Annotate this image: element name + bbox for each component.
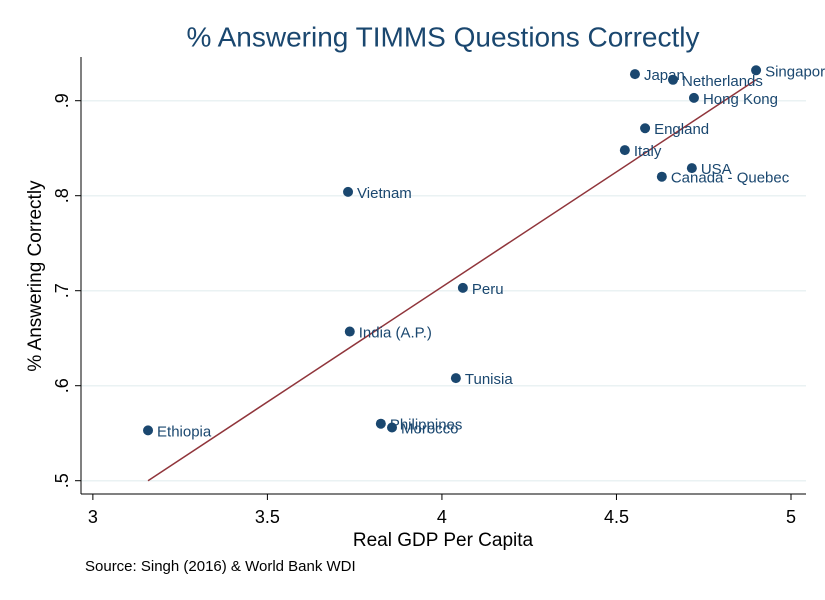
point-label: Canada - Quebec [671, 170, 790, 187]
point-label: Netherlands [682, 73, 763, 90]
point [688, 92, 699, 103]
y-tick-label: .8 [52, 188, 72, 203]
point [457, 282, 468, 293]
point-label: Hong Kong [703, 91, 778, 108]
x-tick-label: 4 [437, 507, 447, 527]
y-tick-label: .6 [52, 378, 72, 393]
point [619, 145, 630, 156]
x-tick-label: 5 [786, 507, 796, 527]
point [640, 123, 651, 134]
y-tick-label: .5 [52, 473, 72, 488]
y-tick-label: .7 [52, 283, 72, 298]
y-axis-title: % Answering Correctly [25, 180, 46, 372]
point-label: India (A.P.) [359, 325, 432, 342]
point-label: England [654, 121, 709, 138]
point-label: Vietnam [357, 185, 412, 202]
point [343, 186, 354, 197]
point [751, 65, 762, 76]
point-label: Philippines [390, 417, 463, 434]
chart-title: % Answering TIMMS Questions Correctly [187, 21, 700, 52]
point [375, 418, 386, 429]
point-label: USA [701, 161, 732, 178]
x-axis-title: Real GDP Per Capita [353, 530, 534, 551]
point-label: Japan [644, 67, 685, 84]
source-note: Source: Singh (2016) & World Bank WDI [85, 558, 356, 575]
point [629, 69, 640, 80]
point-label: Morocco [401, 420, 459, 437]
y-tick-label: .9 [52, 93, 72, 108]
point [387, 422, 398, 433]
x-tick-label: 4.5 [604, 507, 629, 527]
point-label: Italy [634, 143, 662, 160]
point-label: Tunisia [465, 371, 513, 388]
point [656, 171, 667, 182]
point-label: Peru [472, 281, 504, 298]
x-tick-label: 3 [88, 507, 98, 527]
point [450, 373, 461, 384]
point-label: Ethiopia [157, 423, 212, 440]
point [344, 326, 355, 337]
point [668, 74, 679, 85]
point [143, 425, 154, 436]
point-label: Singapore [765, 63, 825, 80]
x-tick-label: 3.5 [255, 507, 280, 527]
fit-line [147, 79, 757, 482]
point [686, 163, 697, 174]
